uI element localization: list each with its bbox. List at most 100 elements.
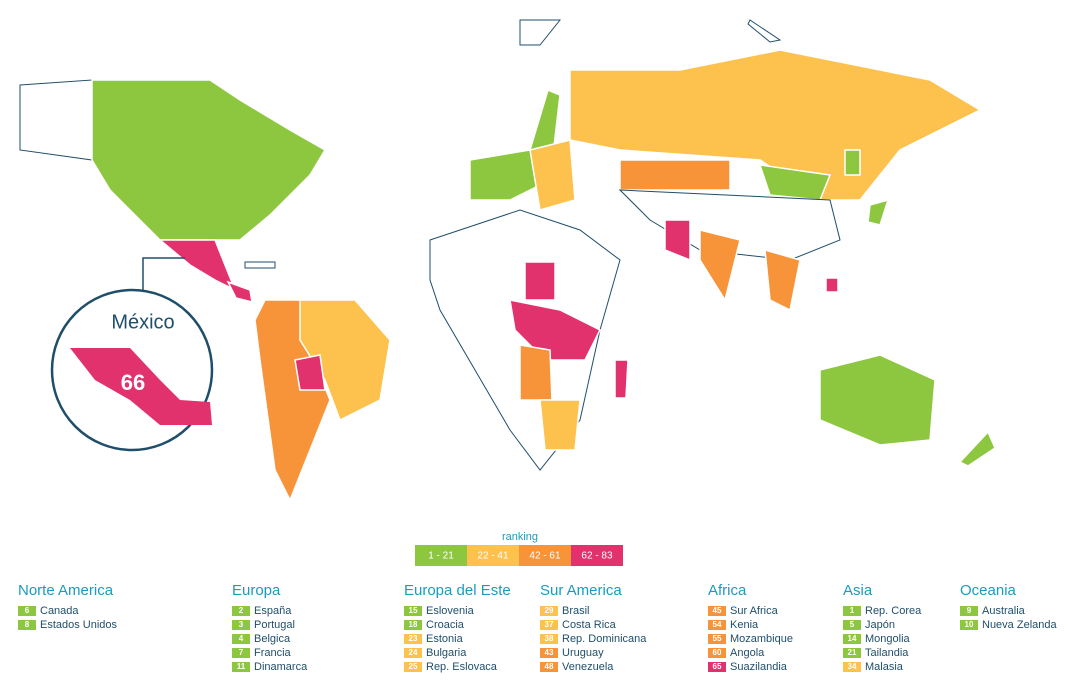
rank-badge [540, 662, 558, 672]
rank-number: 29 [545, 606, 554, 615]
rank-badge [404, 648, 422, 658]
rank-badge [708, 620, 726, 630]
rank-number: 18 [409, 620, 418, 629]
country-name: Bulgaria [426, 647, 467, 659]
rank-number: 15 [409, 606, 418, 615]
rank-number: 55 [713, 634, 722, 643]
rank-badge [540, 606, 558, 616]
rank-number: 25 [409, 662, 418, 671]
legend-swatch [415, 545, 467, 566]
region-title: Africa [708, 582, 747, 599]
rank-number: 37 [545, 620, 554, 629]
rank-badge [540, 648, 558, 658]
rank-badge [18, 606, 36, 616]
rank-badge [843, 648, 861, 658]
callout-line [142, 257, 185, 290]
country-name: Rep. Corea [865, 605, 922, 617]
rank-badge [540, 634, 558, 644]
country-name: Mozambique [730, 633, 793, 645]
rank-number: 54 [713, 620, 722, 629]
country-name: Kenia [730, 619, 759, 631]
rank-number: 7 [239, 648, 244, 657]
legend-label: 1 - 21 [428, 551, 454, 562]
legend-swatch [571, 545, 623, 566]
rank-badge [708, 606, 726, 616]
country-name: Canada [40, 605, 79, 617]
rank-number: 34 [848, 662, 857, 671]
country-name: Suazilandia [730, 661, 788, 673]
rank-number: 23 [409, 634, 418, 643]
country-name: Estados Unidos [40, 619, 118, 631]
rank-number: 11 [237, 662, 246, 671]
country-name: España [254, 605, 292, 617]
country-name: Venezuela [562, 661, 614, 673]
rank-number: 24 [409, 648, 418, 657]
rank-badge [232, 606, 250, 616]
legend-title: ranking [502, 531, 538, 543]
rank-badge [843, 606, 861, 616]
rank-number: 8 [25, 620, 30, 629]
rank-badge [404, 634, 422, 644]
legend-label: 22 - 41 [477, 551, 509, 562]
rank-badge [708, 634, 726, 644]
rank-badge [232, 634, 250, 644]
rank-number: 4 [239, 634, 244, 643]
rank-badge [843, 634, 861, 644]
rank-number: 43 [545, 648, 554, 657]
rank-number: 65 [713, 662, 722, 671]
rank-badge [540, 620, 558, 630]
rank-number: 9 [967, 606, 972, 615]
country-name: Francia [254, 647, 292, 659]
rank-number: 2 [239, 606, 244, 615]
region-title: Europa [232, 582, 281, 599]
country-name: Angola [730, 647, 765, 659]
rank-badge [404, 606, 422, 616]
region-title: Oceania [960, 582, 1017, 599]
legend-swatch [467, 545, 519, 566]
country-name: Sur Africa [730, 605, 779, 617]
country-name: Belgica [254, 633, 291, 645]
country-name: Nueva Zelanda [982, 619, 1057, 631]
world-map [19, 19, 996, 502]
rank-badge [232, 648, 250, 658]
rank-badge [404, 620, 422, 630]
country-name: Costa Rica [562, 619, 617, 631]
rank-number: 5 [850, 620, 855, 629]
rank-badge [232, 620, 250, 630]
rank-number: 60 [713, 648, 722, 657]
country-name: Australia [982, 605, 1026, 617]
rank-badge [18, 620, 36, 630]
country-name: Brasil [562, 605, 590, 617]
rank-number: 1 [850, 606, 855, 615]
callout-rank: 66 [121, 370, 145, 395]
country-name: Uruguay [562, 647, 604, 659]
rank-number: 3 [239, 620, 244, 629]
rank-number: 38 [545, 634, 554, 643]
rank-badge [843, 662, 861, 672]
country-name: Estonia [426, 633, 464, 645]
rank-badge [708, 648, 726, 658]
region-title: Sur America [540, 582, 622, 599]
callout-country: México [111, 311, 174, 333]
country-name: Portugal [254, 619, 295, 631]
rank-badge [404, 662, 422, 672]
rank-number: 45 [713, 606, 722, 615]
rank-number: 14 [848, 634, 857, 643]
rank-number: 21 [848, 648, 857, 657]
rank-number: 6 [25, 606, 30, 615]
country-name: Mongolia [865, 633, 911, 645]
country-name: Tailandia [865, 647, 909, 659]
country-name: Eslovenia [426, 605, 475, 617]
country-name: Rep. Dominicana [562, 633, 647, 645]
rank-number: 48 [545, 662, 554, 671]
rank-badge [960, 606, 978, 616]
legend-label: 42 - 61 [529, 551, 561, 562]
country-name: Malasia [865, 661, 904, 673]
legend-label: 62 - 83 [581, 551, 613, 562]
legend-swatch [519, 545, 571, 566]
rank-badge [232, 662, 250, 672]
region-title: Norte America [18, 582, 114, 599]
country-name: Croacia [426, 619, 465, 631]
rank-badge [843, 620, 861, 630]
